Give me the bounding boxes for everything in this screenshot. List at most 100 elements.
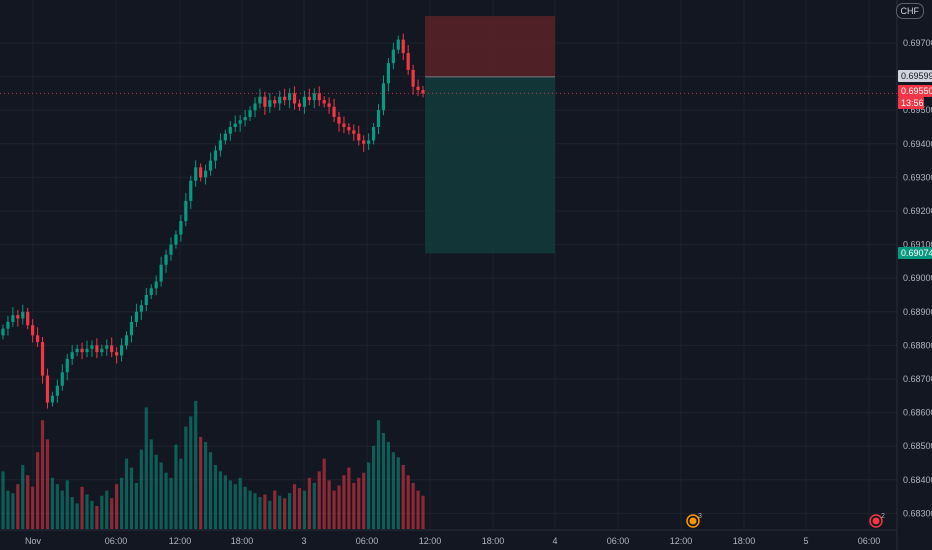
- candle-body: [50, 395, 55, 403]
- candle-body: [31, 325, 35, 336]
- candle-body: [203, 170, 208, 178]
- candle-body: [184, 200, 188, 222]
- time-tick-label: 12:00: [169, 536, 192, 546]
- volume-bar: [386, 441, 391, 529]
- candle-body: [139, 305, 143, 312]
- price-tag-text: 0.69074: [901, 248, 932, 258]
- candle-body: [396, 39, 400, 50]
- volume-bar: [100, 495, 104, 529]
- volume-bar: [75, 503, 79, 529]
- candle-body: [327, 103, 331, 107]
- volume-bar: [174, 444, 178, 529]
- volume-bar: [416, 490, 420, 529]
- volume-bar: [233, 484, 237, 529]
- candle-body: [199, 167, 203, 178]
- price-axis[interactable]: 0.697000.696000.695000.694000.693000.692…: [903, 38, 932, 518]
- candle-body: [70, 352, 74, 359]
- candlesticks: [1, 33, 425, 409]
- volume-bar: [421, 495, 425, 529]
- volume-bar: [367, 462, 371, 529]
- stop-loss-zone: [425, 16, 555, 77]
- candle-body: [233, 123, 237, 127]
- candle-body: [100, 348, 104, 353]
- volume-bar: [35, 452, 40, 529]
- volume-bar: [124, 458, 129, 529]
- volume-bar: [144, 407, 148, 529]
- volume-bar: [85, 494, 89, 529]
- candle-body: [391, 49, 395, 64]
- candle-body: [55, 385, 59, 396]
- volume-bar: [297, 488, 302, 529]
- volume-bar: [312, 482, 316, 529]
- volume-bar: [6, 490, 10, 529]
- volume-bar: [115, 484, 119, 529]
- candle-body: [80, 348, 84, 353]
- volume-bar: [90, 500, 94, 529]
- volume-bar: [60, 490, 64, 529]
- price-tag: [898, 97, 924, 109]
- candle-body: [60, 372, 64, 386]
- volume-bar: [283, 498, 287, 529]
- candle-body: [371, 127, 376, 141]
- volume-bar: [332, 490, 336, 529]
- volume-bar: [194, 401, 198, 529]
- position-tool[interactable]: [425, 16, 555, 254]
- candle-body: [65, 358, 69, 373]
- volume-bar: [357, 477, 361, 529]
- candle-body: [1, 328, 5, 336]
- volume-bar: [396, 457, 400, 529]
- candle-body: [268, 100, 272, 107]
- time-axis[interactable]: Nov 06:00 12:00 18:00 3 06:00 12:00 18:00 4 06:00…: [25, 536, 880, 546]
- volume-bar: [1, 471, 5, 529]
- volume-bar: [154, 454, 158, 529]
- time-tick-label: 06:00: [607, 536, 630, 546]
- volume-bar: [45, 439, 50, 529]
- volume-bar: [317, 471, 321, 529]
- volume-bar: [21, 465, 25, 529]
- volume-bar: [307, 477, 311, 529]
- currency-button[interactable]: CHF: [895, 3, 924, 19]
- candle-body: [362, 140, 366, 144]
- candle-body: [159, 264, 163, 282]
- candle-body: [179, 221, 183, 235]
- volume-bar: [342, 475, 346, 529]
- candle-body: [223, 133, 227, 141]
- candle-body: [322, 100, 326, 104]
- price-tick-label: 0.68300: [903, 508, 932, 518]
- candle-body: [411, 69, 415, 87]
- volume-bar: [352, 482, 356, 529]
- candle-body: [213, 150, 218, 161]
- volume-bar: [203, 441, 208, 529]
- candle-body: [367, 140, 371, 144]
- candle-body: [6, 321, 10, 329]
- time-tick-label: 18:00: [482, 536, 505, 546]
- volume-bar: [238, 477, 242, 529]
- volume-bar: [105, 490, 109, 529]
- candle-body: [238, 120, 242, 124]
- grid: [0, 0, 898, 550]
- candle-body: [16, 315, 20, 319]
- candle-body: [263, 96, 267, 107]
- volume-bar: [139, 449, 143, 529]
- time-tick-label: 18:00: [231, 536, 254, 546]
- volume-bar: [292, 484, 297, 529]
- candle-body: [75, 348, 79, 353]
- time-tick-label: 12:00: [670, 536, 693, 546]
- candle-body: [283, 96, 287, 101]
- candle-body: [21, 311, 25, 319]
- candle-body: [297, 103, 302, 107]
- volume-bar: [208, 452, 213, 529]
- time-tick-label: Nov: [25, 536, 42, 546]
- volume-bar: [347, 467, 351, 529]
- price-tag-text: 0.69599: [901, 71, 932, 81]
- candle-body: [352, 130, 356, 134]
- candle-body: [85, 348, 89, 353]
- candle-body: [337, 116, 341, 124]
